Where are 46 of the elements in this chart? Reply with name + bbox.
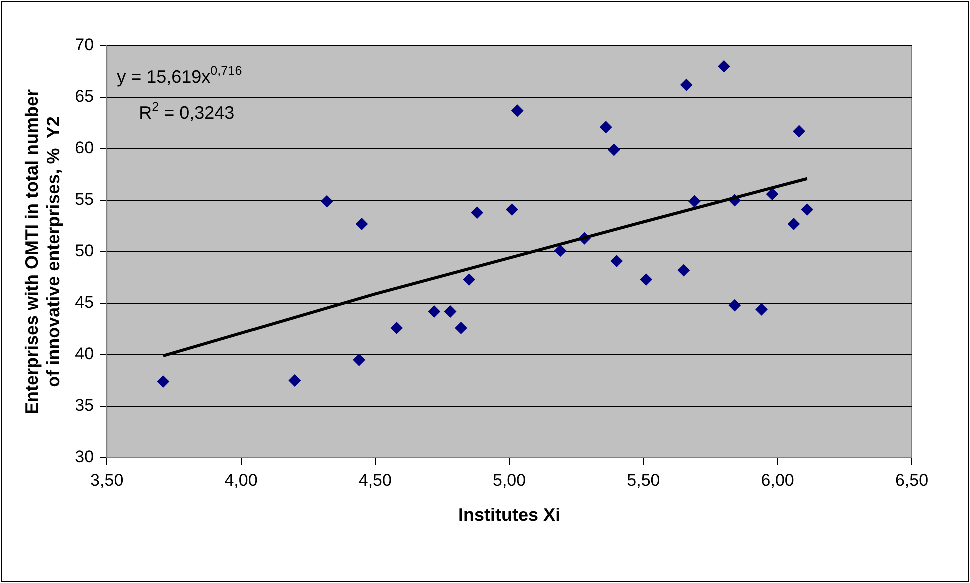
point xyxy=(608,144,620,156)
x-tick-label: 4,50 xyxy=(358,470,392,490)
y-tick-label: 35 xyxy=(75,396,94,416)
point xyxy=(390,322,403,334)
point xyxy=(640,274,652,286)
y-tick-label: 60 xyxy=(75,138,94,158)
point xyxy=(428,306,440,318)
point xyxy=(610,255,623,268)
point xyxy=(288,374,301,387)
y-tick-label: 55 xyxy=(75,190,94,210)
x-axis-title: Institutes Xi xyxy=(458,505,561,526)
point xyxy=(444,306,457,318)
point xyxy=(353,354,366,366)
point xyxy=(680,79,693,92)
point xyxy=(554,244,567,257)
point xyxy=(506,204,518,216)
point xyxy=(718,60,730,73)
point xyxy=(455,322,468,334)
point xyxy=(756,304,768,316)
y-tick-label: 40 xyxy=(75,344,94,364)
x-tick-label: 6,50 xyxy=(895,470,929,490)
point xyxy=(788,218,800,230)
y-tick-label: 50 xyxy=(75,242,94,261)
point xyxy=(157,376,170,388)
point xyxy=(471,206,484,219)
x-tick-label: 3,50 xyxy=(90,470,124,490)
y-axis-title: Enterprises with OMTI in total number of innovative enterprises, % Y2 xyxy=(22,89,64,415)
point xyxy=(793,125,806,138)
point xyxy=(356,218,368,230)
point xyxy=(801,204,814,216)
point xyxy=(321,196,334,208)
y-tick-label: 65 xyxy=(75,87,94,106)
x-tick-label: 6,00 xyxy=(761,470,794,490)
y-tick-label: 70 xyxy=(75,36,94,55)
point xyxy=(678,264,690,277)
x-tick-label: 5,50 xyxy=(627,470,660,490)
y-tick-label: 30 xyxy=(75,448,94,467)
point xyxy=(600,121,612,134)
x-tick-label: 5,00 xyxy=(493,470,526,490)
point xyxy=(728,300,741,312)
y-tick-label: 45 xyxy=(75,293,94,312)
point xyxy=(463,274,476,286)
point xyxy=(512,104,524,117)
x-tick-label: 4,00 xyxy=(224,470,258,490)
point xyxy=(688,196,701,208)
point xyxy=(766,188,778,200)
